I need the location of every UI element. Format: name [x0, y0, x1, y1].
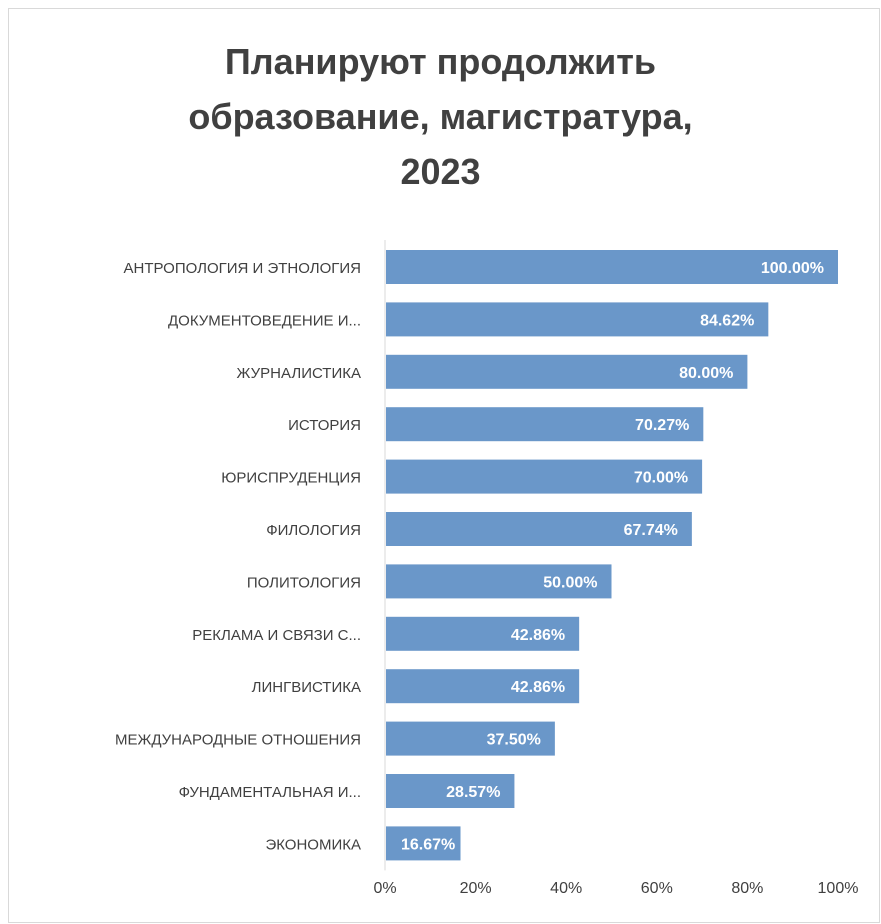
- category-label: АНТРОПОЛОГИЯ И ЭТНОЛОГИЯ: [123, 260, 361, 277]
- category-label: ФИЛОЛОГИЯ: [266, 522, 361, 539]
- category-label: ДОКУМЕНТОВЕДЕНИЕ И...: [168, 312, 361, 329]
- category-label: ЖУРНАЛИСТИКА: [236, 365, 361, 382]
- data-label: 70.27%: [635, 417, 689, 434]
- bar: [386, 354, 748, 389]
- x-tick-label: 0%: [373, 880, 396, 897]
- x-tick-label: 20%: [460, 880, 492, 897]
- bar: [386, 826, 461, 861]
- category-label: ФУНДАМЕНТАЛЬНАЯ И...: [179, 784, 361, 801]
- bar: [386, 407, 704, 442]
- x-tick-label: 40%: [550, 880, 582, 897]
- category-label: ЛИНГВИСТИКА: [252, 679, 361, 696]
- chart-title: Планируют продолжить образование, магистр…: [0, 34, 881, 199]
- category-label: ЮРИСПРУДЕНЦИЯ: [221, 470, 361, 487]
- x-tick-label: 80%: [731, 880, 763, 897]
- bar: [386, 564, 612, 599]
- x-tick-label: 60%: [641, 880, 673, 897]
- data-label: 16.67%: [401, 836, 455, 853]
- data-label: 84.62%: [700, 312, 754, 329]
- category-label: ЭКОНОМИКА: [265, 836, 361, 853]
- category-label: РЕКЛАМА И СВЯЗИ С...: [192, 627, 361, 644]
- bar: [386, 250, 838, 284]
- category-labels-group: АНТРОПОЛОГИЯ И ЭТНОЛОГИЯ ДОКУМЕНТОВЕДЕНИЕ…: [115, 260, 361, 853]
- data-label: 50.00%: [543, 574, 597, 591]
- x-axis-ticks-group: 0% 20% 40% 60% 80% 100%: [373, 880, 858, 897]
- category-label: ПОЛИТОЛОГИЯ: [247, 574, 361, 591]
- bar: [386, 721, 555, 756]
- data-label: 42.86%: [511, 627, 565, 644]
- chart-title-line: Планируют продолжить: [224, 41, 657, 82]
- data-label: 70.00%: [634, 470, 688, 487]
- chart-title-line: 2023: [400, 151, 481, 192]
- chart-title-line: образование, магистратура,: [188, 96, 693, 137]
- data-label: 37.50%: [487, 732, 541, 749]
- data-label: 67.74%: [624, 522, 678, 539]
- data-label: 100.00%: [761, 260, 824, 277]
- data-label: 28.57%: [446, 784, 500, 801]
- bar: [386, 302, 769, 337]
- bar: [386, 616, 580, 651]
- bar: [386, 459, 703, 494]
- bar: [386, 669, 580, 704]
- bar: [386, 512, 692, 546]
- category-label: ИСТОРИЯ: [288, 417, 361, 434]
- category-label: МЕЖДУНАРОДНЫЕ ОТНОШЕНИЯ: [115, 732, 361, 749]
- data-label: 42.86%: [511, 679, 565, 696]
- bar: [386, 774, 515, 808]
- x-tick-label: 100%: [818, 880, 859, 897]
- data-label: 80.00%: [679, 365, 733, 382]
- bars-group: [386, 250, 838, 861]
- data-labels-group: 100.00% 84.62% 80.00% 70.27% 70.00% 67.74% 50.…: [401, 260, 824, 853]
